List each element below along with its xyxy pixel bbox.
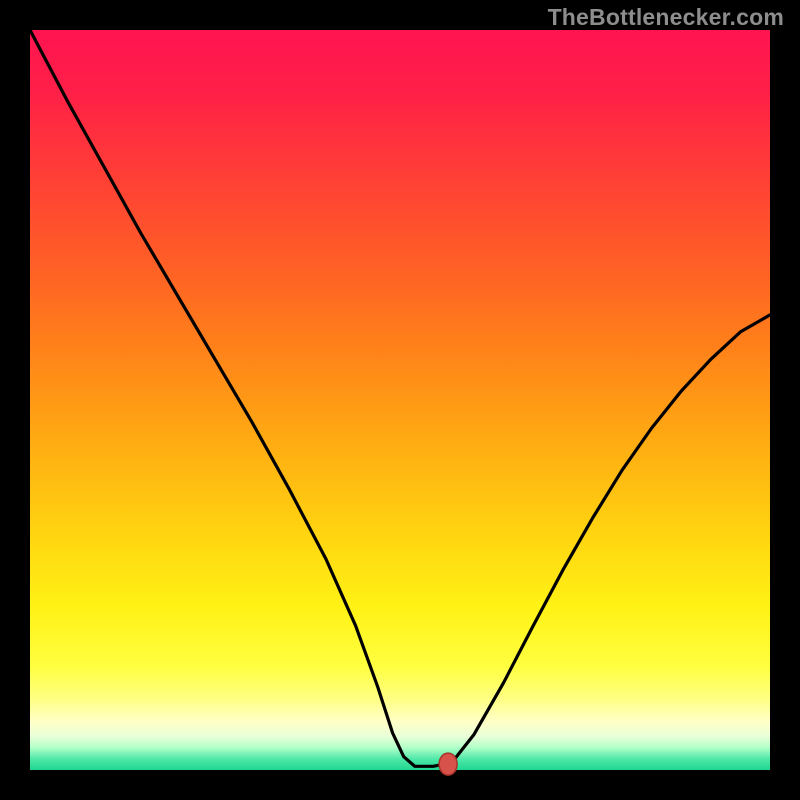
optimal-marker (439, 753, 457, 775)
gradient-background (30, 30, 770, 770)
chart-frame: TheBottlenecker.com (0, 0, 800, 800)
bottleneck-chart (0, 0, 800, 800)
